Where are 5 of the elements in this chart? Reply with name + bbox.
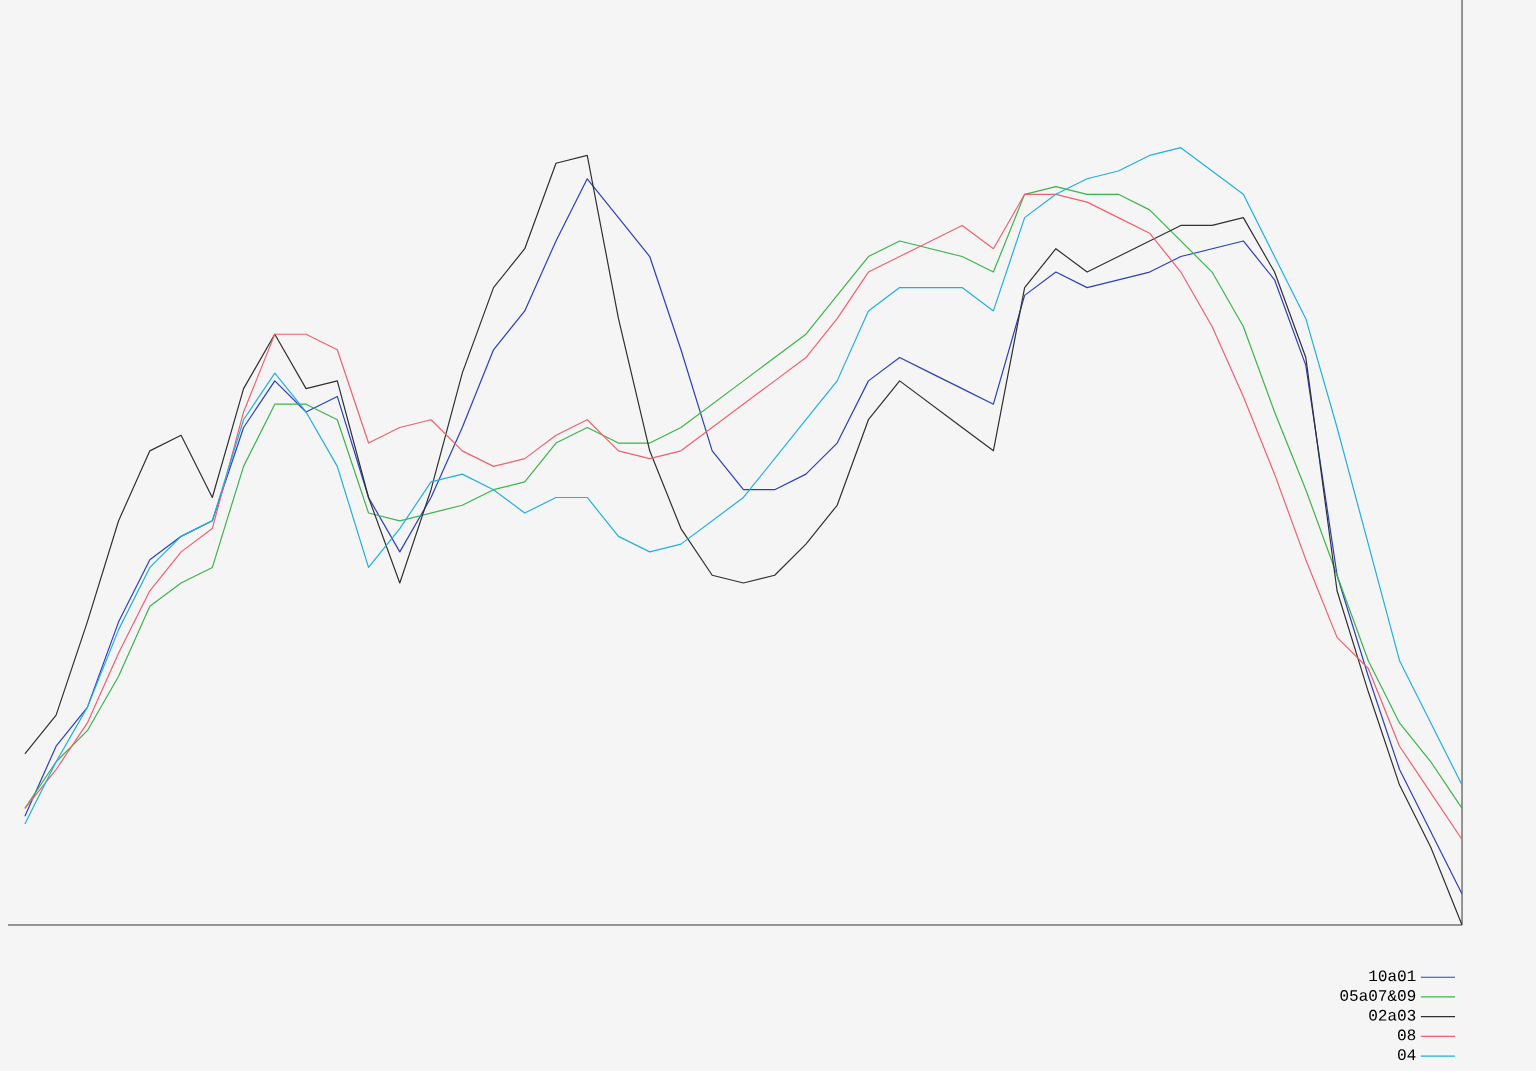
legend-label: 10a01 (1369, 970, 1416, 982)
legend-label: 05a07&09 (1340, 990, 1416, 1001)
legend-label: 02a03 (1369, 1009, 1416, 1021)
legend-label: 08 (1398, 1029, 1416, 1041)
legend-label: 04 (1398, 1049, 1416, 1061)
